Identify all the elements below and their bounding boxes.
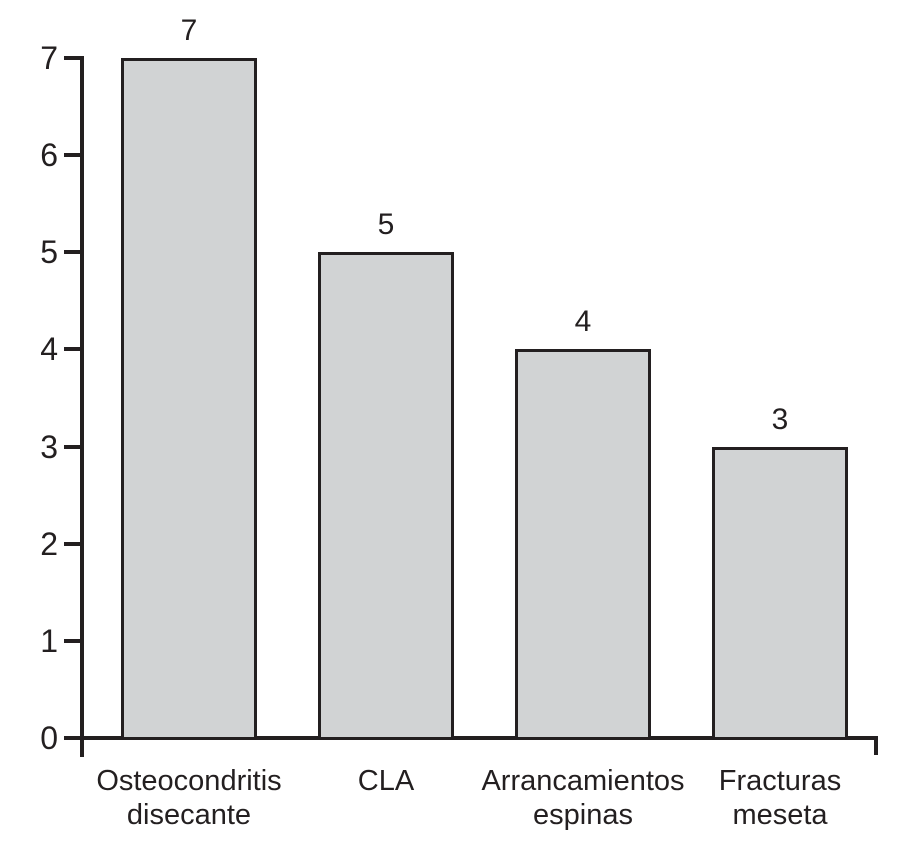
category-label: Fracturas meseta — [655, 764, 905, 832]
bar — [121, 58, 257, 740]
y-tick-label: 0 — [40, 720, 58, 756]
category-label-line: CLA — [357, 765, 415, 797]
y-tick-label: 4 — [40, 331, 58, 368]
y-tick-label: 3 — [40, 428, 58, 465]
category-label-line: meseta — [732, 799, 828, 831]
y-tick — [64, 56, 80, 60]
y-tick — [64, 638, 80, 643]
bar-value-label: 4 — [574, 305, 592, 339]
y-tick-label: 5 — [40, 234, 58, 271]
bar — [318, 252, 454, 740]
category-label-line: disecante — [126, 799, 252, 831]
y-tick — [64, 250, 80, 255]
y-tick — [64, 444, 80, 449]
category-label: CLA — [261, 764, 511, 798]
y-tick — [64, 736, 80, 740]
bar-value-label: 7 — [180, 14, 198, 47]
y-tick-label: 1 — [40, 622, 58, 659]
y-axis-line — [80, 56, 84, 757]
bar-value-label: 3 — [771, 402, 789, 436]
bar — [515, 349, 651, 740]
y-tick — [64, 153, 80, 158]
x-axis-line — [80, 736, 878, 740]
category-label-line: Arrancamientos — [481, 765, 685, 797]
category-label-line: espinas — [533, 799, 633, 831]
category-label: Arrancamientos espinas — [458, 764, 708, 832]
category-label: Osteocondritis disecante — [64, 764, 314, 832]
y-tick — [64, 347, 80, 352]
y-tick-label: 7 — [40, 40, 58, 76]
bar-value-label: 5 — [377, 208, 395, 242]
x-axis-end-tick — [874, 736, 878, 755]
y-tick-label: 6 — [40, 137, 58, 174]
y-tick-label: 2 — [40, 525, 58, 562]
category-label-line: Fracturas — [718, 765, 842, 797]
y-tick — [64, 541, 80, 546]
bar — [712, 446, 848, 740]
category-label-line: Osteocondritis — [96, 765, 282, 797]
